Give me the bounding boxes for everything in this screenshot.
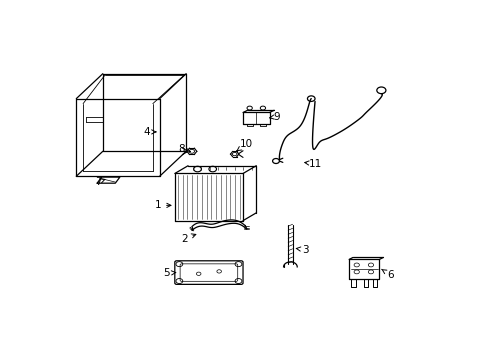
Text: 8: 8 [178, 144, 190, 154]
Text: 4: 4 [143, 127, 156, 137]
Text: 9: 9 [269, 112, 279, 122]
Text: 7: 7 [95, 177, 105, 187]
Text: 6: 6 [381, 269, 392, 280]
Text: 10: 10 [236, 139, 252, 151]
Text: 3: 3 [296, 245, 308, 255]
Text: 5: 5 [163, 268, 175, 278]
Text: 1: 1 [154, 201, 171, 210]
Text: 2: 2 [181, 234, 195, 244]
Text: 11: 11 [304, 159, 322, 169]
